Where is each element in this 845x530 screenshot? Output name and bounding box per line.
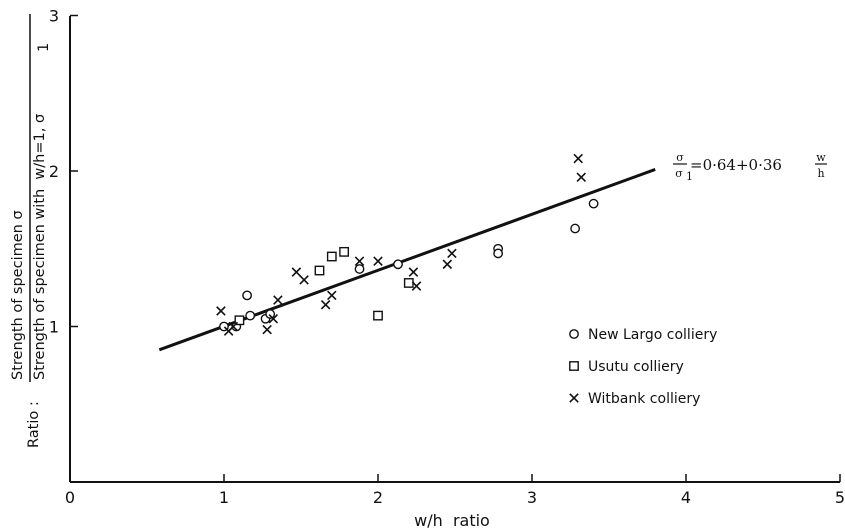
- new-largo-colliery-point-11: [570, 223, 581, 234]
- x-axis-title: w/h ratio: [414, 511, 490, 530]
- series-new-largo-colliery: [219, 198, 599, 332]
- witbank-colliery-point-6: [273, 295, 283, 305]
- legend-marker-new-largo-colliery: [569, 329, 579, 339]
- equation-lhs-denominator: σ: [675, 167, 683, 180]
- legend-label-witbank-colliery: Witbank colliery: [588, 391, 700, 407]
- ticks: 0 1 2 3 4 5 1 2 3: [49, 7, 845, 508]
- new-largo-colliery-point-12: [588, 198, 599, 209]
- y-axis-title-prefix: Ratio :: [26, 401, 42, 448]
- witbank-colliery-point-11: [354, 256, 365, 266]
- x-tick-label-4: 4: [681, 488, 691, 507]
- new-largo-colliery-point-4: [245, 310, 256, 321]
- y-tick-label-1: 1: [49, 318, 59, 337]
- witbank-colliery-point-14: [411, 281, 422, 291]
- series-witbank-colliery: [216, 153, 587, 336]
- usutu-colliery-point-4: [339, 246, 350, 257]
- usutu-colliery-point-6: [403, 278, 414, 288]
- series-usutu-colliery: [234, 246, 414, 326]
- witbank-colliery-point-17: [573, 153, 583, 164]
- witbank-colliery-point-3: [228, 321, 239, 332]
- witbank-colliery-point-13: [408, 267, 419, 277]
- witbank-colliery-point-9: [320, 299, 331, 310]
- witbank-colliery-point-16: [447, 248, 457, 259]
- equation-lhs-subscript: 1: [686, 170, 693, 183]
- witbank-colliery-point-7: [291, 267, 302, 277]
- witbank-colliery-point-1: [216, 306, 226, 316]
- witbank-colliery-point-8: [299, 275, 309, 285]
- fit-equation: σ σ 1 =0·64+0·36 w h: [673, 151, 827, 183]
- new-largo-colliery-point-6: [265, 309, 276, 319]
- witbank-colliery-point-18: [576, 172, 587, 182]
- y-axis-title-subscript: 1: [36, 43, 52, 52]
- witbank-colliery-point-10: [327, 290, 337, 301]
- usutu-colliery-point-3: [326, 251, 337, 262]
- y-axis-title: Ratio : Strength of specimen σ Strength …: [10, 14, 52, 448]
- new-largo-colliery-point-8: [393, 259, 403, 270]
- equation-rhs-denominator: h: [817, 167, 824, 180]
- y-axis-title-denominator: Strength of specimen with w/h=1, σ: [32, 114, 48, 380]
- new-largo-colliery-point-10: [493, 248, 504, 259]
- x-tick-label-2: 2: [373, 488, 383, 507]
- y-tick-label-3: 3: [49, 7, 59, 26]
- witbank-colliery-point-12: [373, 256, 383, 266]
- x-tick-label-1: 1: [219, 488, 229, 507]
- y-tick-label-2: 2: [49, 162, 59, 181]
- usutu-colliery-point-5: [373, 310, 383, 321]
- new-largo-colliery-point-3: [242, 290, 253, 301]
- x-tick-label-0: 0: [65, 488, 75, 507]
- witbank-colliery-point-15: [442, 259, 453, 270]
- usutu-colliery-point-1: [234, 315, 245, 326]
- usutu-colliery-point-2: [314, 265, 325, 276]
- witbank-colliery-point-5: [268, 313, 279, 324]
- legend-marker-usutu-colliery: [569, 361, 579, 371]
- y-axis-title-numerator: Strength of specimen σ: [10, 210, 26, 380]
- data-points: [216, 153, 599, 336]
- equation-rhs: =0·64+0·36: [690, 156, 782, 174]
- legend-marker-witbank-colliery: [569, 393, 579, 403]
- legend-label-usutu-colliery: Usutu colliery: [588, 359, 684, 375]
- equation-lhs-numerator: σ: [676, 151, 684, 164]
- x-tick-label-3: 3: [527, 488, 537, 507]
- new-largo-colliery-point-7: [354, 264, 365, 274]
- x-tick-label-5: 5: [835, 488, 845, 507]
- legend-label-new-largo-colliery: New Largo colliery: [588, 327, 717, 343]
- equation-rhs-numerator: w: [816, 151, 826, 164]
- witbank-colliery-point-4: [262, 324, 272, 335]
- legend: New Largo colliery Usutu colliery Witbank …: [569, 327, 717, 407]
- axes: [69, 16, 840, 483]
